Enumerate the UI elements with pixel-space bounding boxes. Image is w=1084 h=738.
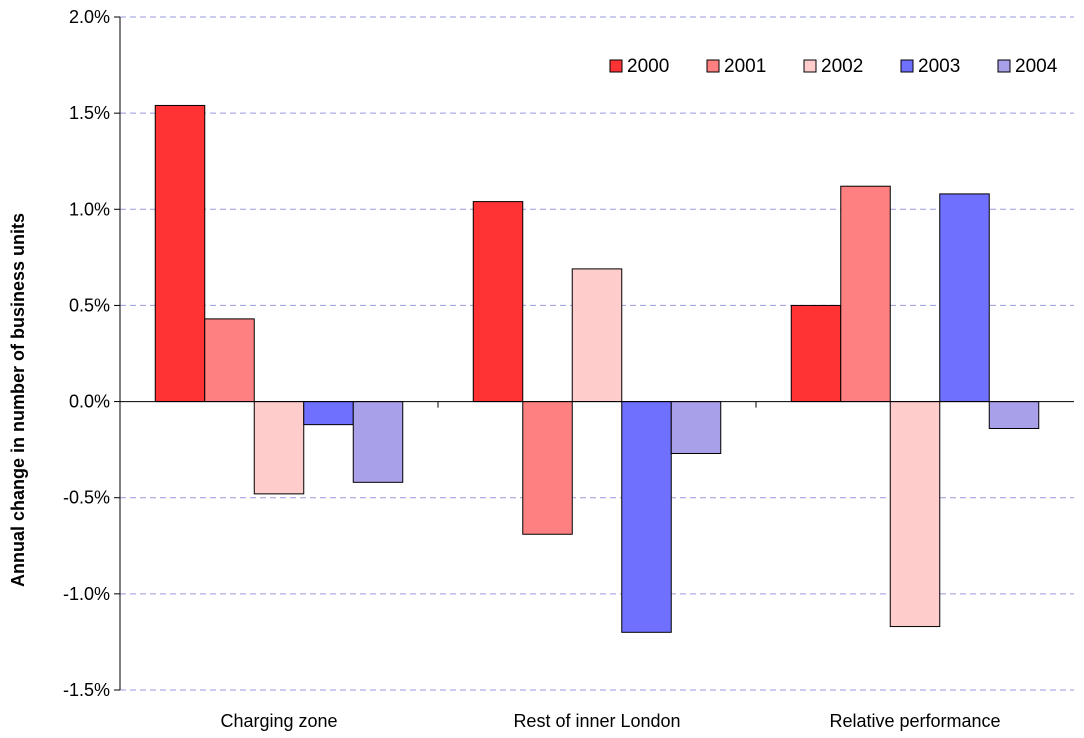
axes: 2.0% 1.5% 1.0% 0.5% 0.0% -0.5% -1.0% -1.5% Charg… (63, 7, 1074, 731)
legend-label: 2002 (821, 56, 863, 77)
y-tick-label: 1.0% (69, 199, 110, 219)
y-tick-label: 0.5% (69, 295, 110, 315)
x-tick-label: Rest of inner London (513, 711, 680, 731)
legend: 2000 2001 2002 2003 2004 (609, 56, 1058, 77)
legend-label: 2003 (918, 56, 960, 77)
bar (154, 104, 206, 403)
legend-label: 2004 (1015, 56, 1058, 77)
x-tick-label: Relative performance (829, 711, 1000, 731)
bar (303, 401, 354, 426)
legend-swatch (706, 59, 720, 73)
y-tick-label: 2.0% (69, 7, 110, 27)
legend-label: 2001 (724, 56, 766, 77)
y-tick-label: -1.0% (63, 584, 110, 604)
bar (204, 318, 255, 403)
bar (988, 401, 1040, 429)
legend-swatch (900, 59, 914, 73)
y-axis-label: Annual change in number of business unit… (8, 213, 28, 587)
y-tick-label: 1.5% (69, 103, 110, 123)
bar (840, 185, 891, 403)
x-tick-label: Charging zone (220, 711, 337, 731)
bar (790, 304, 842, 403)
y-tick-label: 0.0% (69, 392, 110, 412)
legend-swatch (803, 59, 817, 73)
legend-swatch (609, 59, 623, 73)
bars (154, 104, 1040, 633)
bar (889, 401, 941, 628)
bar (253, 401, 305, 495)
legend-swatch (997, 59, 1011, 73)
bar (670, 401, 722, 454)
bar (571, 268, 623, 403)
y-tick-label: -0.5% (63, 488, 110, 508)
bar (522, 401, 573, 535)
legend-label: 2000 (627, 56, 669, 77)
bar (939, 193, 990, 403)
bar (472, 201, 524, 403)
y-tick-label: -1.5% (63, 680, 110, 700)
bar (621, 401, 672, 633)
bar (352, 401, 404, 483)
